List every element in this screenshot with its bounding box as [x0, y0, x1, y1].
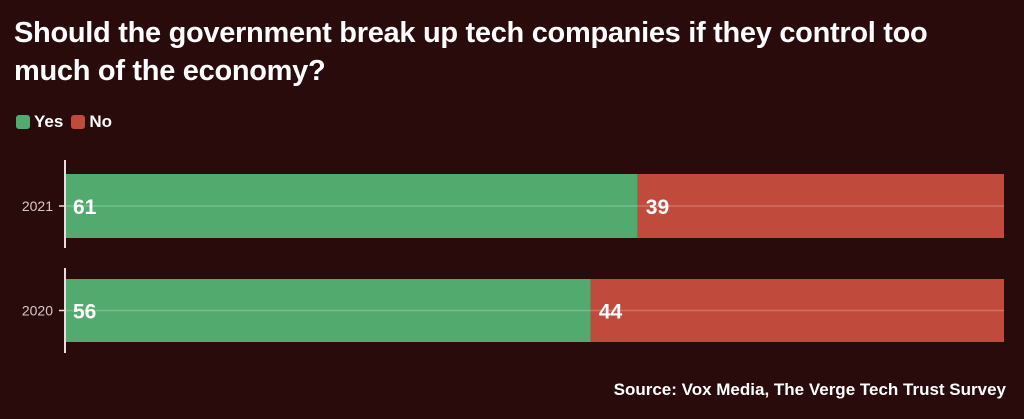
bar-no-2020 [590, 279, 1004, 342]
category-label-2021: 2021 [22, 198, 53, 214]
chart-title: Should the government break up tech comp… [14, 17, 928, 87]
legend-swatch-no [71, 115, 86, 129]
value-label-yes-2020: 56 [73, 301, 96, 324]
legend: Yes No [16, 112, 120, 132]
legend-label-yes: Yes [34, 112, 64, 131]
bar-yes-2020 [65, 279, 591, 342]
legend-item-no: No [71, 112, 112, 132]
source-note: Source: Vox Media, The Verge Tech Trust … [613, 380, 1006, 399]
bar-no-2021 [637, 174, 1004, 238]
value-label-no-2020: 44 [599, 301, 623, 324]
legend-label-no: No [89, 112, 112, 131]
legend-swatch-yes [16, 115, 30, 129]
value-label-yes-2021: 61 [73, 196, 97, 219]
value-label-no-2021: 39 [646, 196, 669, 219]
category-label-2020: 2020 [22, 303, 53, 319]
bar-yes-2021 [65, 174, 638, 238]
legend-item-yes: Yes [16, 112, 63, 132]
